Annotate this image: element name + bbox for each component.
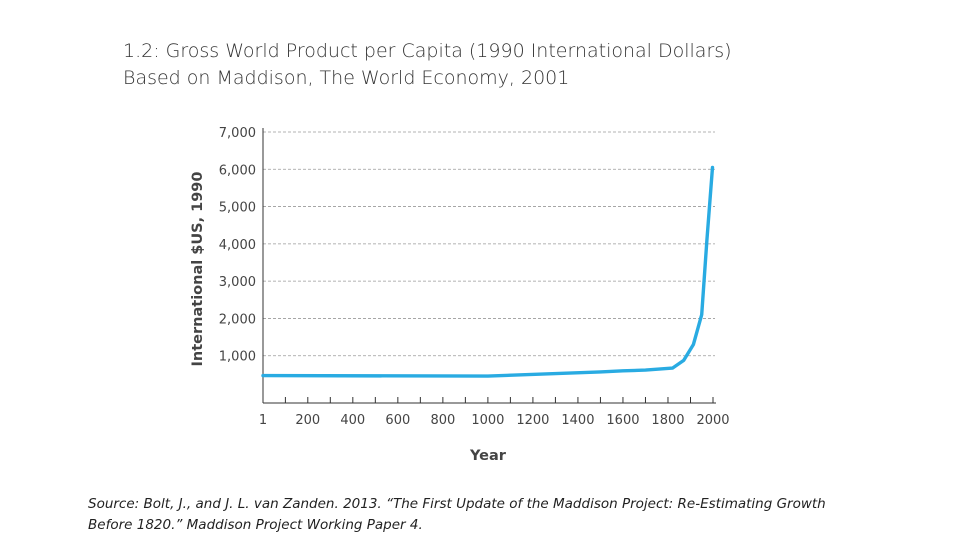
x-tick-label: 1200 [516, 413, 549, 428]
x-tick-label: 1000 [471, 413, 504, 428]
x-tick-label: 600 [385, 413, 410, 428]
y-tick-label: 5,000 [219, 201, 256, 216]
x-tick-label: 1600 [606, 413, 639, 428]
y-tick-label: 7,000 [219, 126, 256, 141]
title-line-2: Based on Maddison, The World Economy, 20… [123, 67, 570, 89]
source-line-2: Before 1820.” Maddison Project Working P… [88, 517, 423, 533]
slide-title: 1.2: Gross World Product per Capita (199… [123, 38, 903, 92]
title-line-1: 1.2: Gross World Product per Capita (199… [123, 40, 732, 62]
y-tick-label: 3,000 [219, 275, 256, 290]
y-axis-label: International $US, 1990 [190, 172, 206, 367]
y-tick-label: 2,000 [219, 312, 256, 327]
y-tick-label: 1,000 [219, 350, 256, 365]
x-axis-label: Year [469, 448, 507, 464]
x-tick-label: 1400 [561, 413, 594, 428]
source-citation: Source: Bolt, J., and J. L. van Zanden. … [88, 494, 948, 536]
series-line-0 [261, 165, 715, 378]
source-line-1: Source: Bolt, J., and J. L. van Zanden. … [88, 496, 826, 512]
x-tick-label: 1 [259, 413, 267, 428]
x-tick-label: 800 [430, 413, 455, 428]
series-layer [261, 165, 715, 378]
x-tick-label: 2000 [696, 413, 729, 428]
x-tick-label: 1800 [651, 413, 684, 428]
x-tick-label: 400 [340, 413, 365, 428]
y-tick-label: 4,000 [219, 238, 256, 253]
x-tick-label: 200 [295, 413, 320, 428]
grid-lines [263, 131, 715, 357]
y-tick-label: 6,000 [219, 163, 256, 178]
axes [262, 128, 716, 404]
